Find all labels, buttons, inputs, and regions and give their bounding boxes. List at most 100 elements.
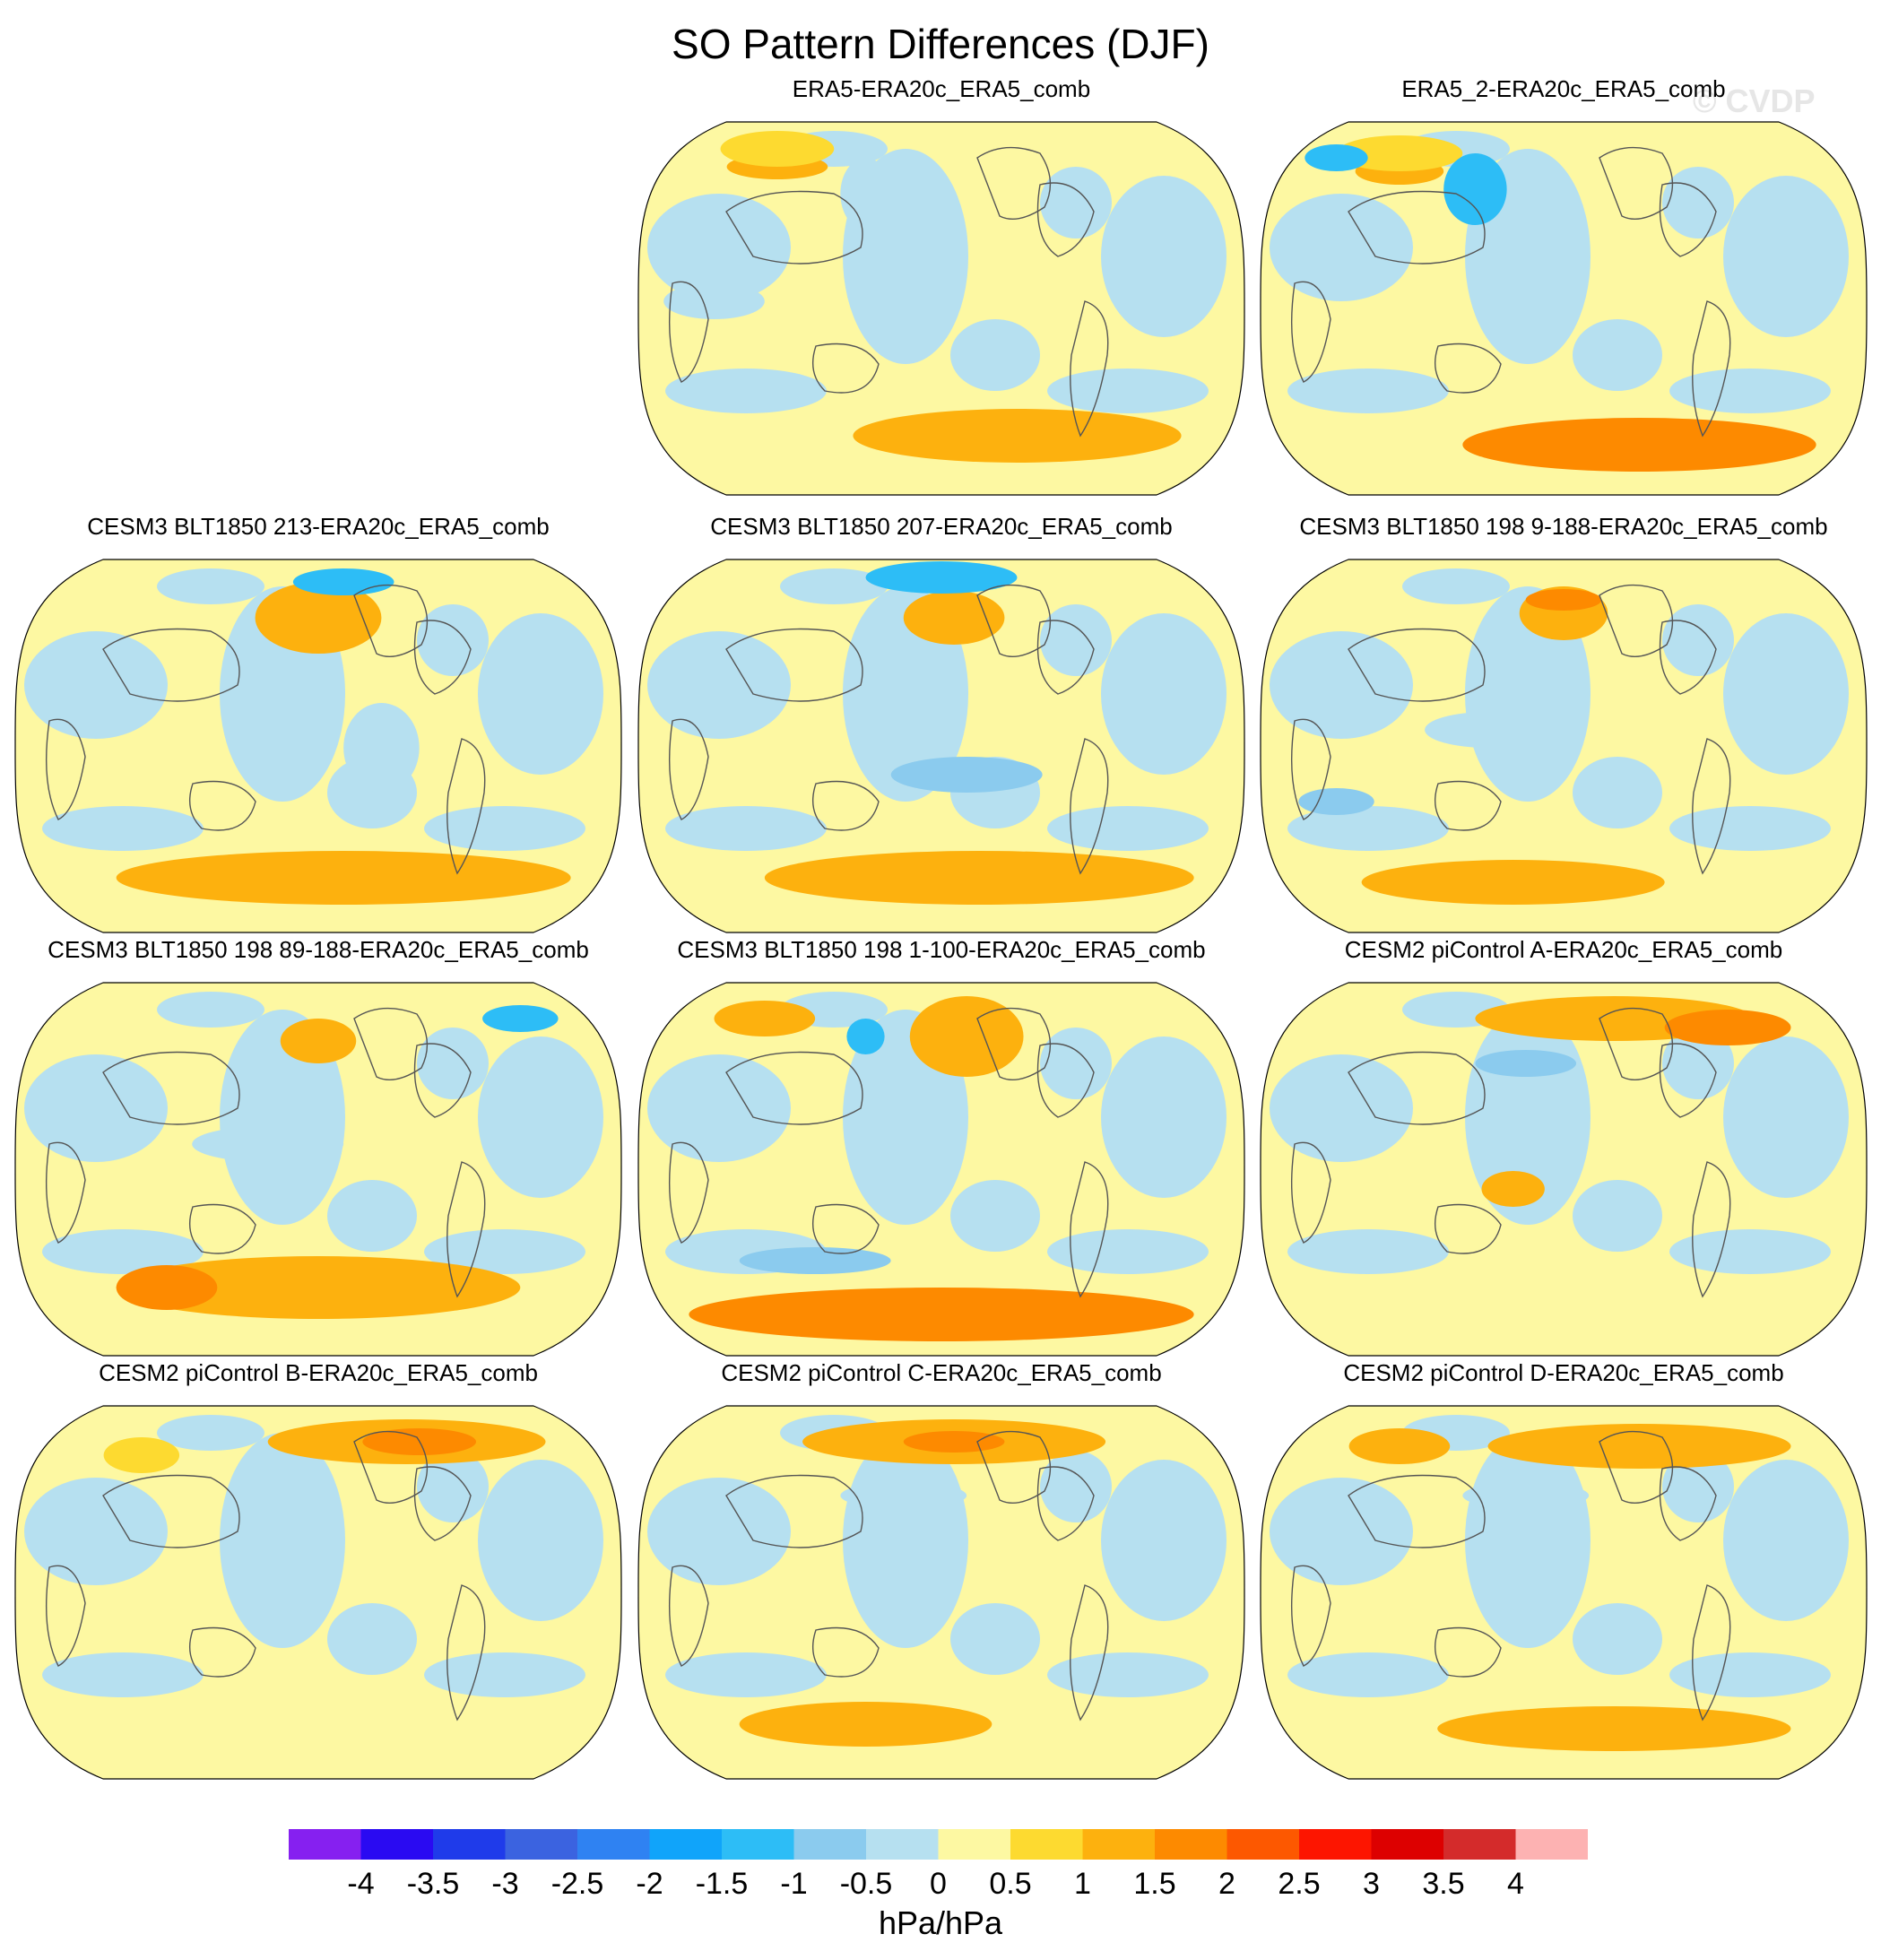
field-contour [950,1603,1040,1675]
colorbar-units: hPa/hPa [878,1904,1003,1941]
coastline [1348,1051,1486,1125]
anomaly-region [714,1001,816,1036]
anomaly-region [192,1126,344,1162]
anomaly-region [1525,589,1602,611]
map-border [1260,559,1868,933]
colorbar-box [1155,1829,1227,1860]
coastline [413,1043,472,1118]
anomaly-region [720,131,835,167]
map-panel [14,1405,622,1780]
map-border [1260,982,1868,1357]
coastline [1435,780,1502,831]
anomaly-region [739,1247,891,1274]
field-contour [1040,167,1112,238]
coastline [725,190,863,265]
map-border [637,982,1245,1357]
anomaly-region [116,851,571,905]
field-contour [417,1028,489,1099]
coastline [353,584,429,657]
coastline [45,1565,86,1667]
anomaly-region [116,1265,218,1310]
coastline [1036,620,1095,695]
field-contour [1662,604,1734,676]
coastline [1036,1466,1095,1541]
coastline [1290,1565,1331,1667]
field-contour [1465,586,1591,802]
field-contour [1047,1652,1209,1697]
colorbar-box [793,1829,866,1860]
field-contour [157,1415,264,1451]
coastline [102,628,240,702]
anomaly-region [689,1288,1194,1341]
coastline [976,1430,1052,1504]
anomaly-region [116,1256,521,1319]
colorbar: -4 -3.5 -3 -2.5 -2 -1.5 -1 -0.5 0 0.5 1 1.5 2 2.5 3 3.5… [289,1829,1588,1901]
coastline [353,1430,429,1504]
anomaly-region [280,1019,357,1063]
coastline [1348,628,1486,702]
colorbar-tick-label: -3.5 [407,1867,460,1901]
field-contour [424,1652,585,1697]
coastline [45,718,86,820]
field-contour [1270,194,1413,301]
colorbar-box [360,1829,433,1860]
colorbar-box [433,1829,506,1860]
field-contour [1723,1460,1849,1621]
map-panel [637,1405,1245,1780]
field-contour [1040,1028,1112,1099]
coastline [189,780,256,831]
field-contour [478,1036,603,1198]
anomaly-region [1298,788,1374,815]
anomaly-region [1305,144,1368,171]
field-contour [1669,369,1831,413]
map-border [637,559,1245,933]
coastline [1692,300,1731,438]
field-contour [157,992,264,1028]
panel-title: CESM2 piControl C-ERA20c_ERA5_comb [721,1359,1162,1386]
watermark: © CVDP [1693,82,1816,119]
field-contour [1101,176,1227,337]
field-contour [24,1054,168,1162]
field-contour [1047,1229,1209,1274]
coastline [1692,1161,1731,1298]
anomaly-region [853,409,1182,463]
coastline [1290,281,1331,383]
field-contour [1047,369,1209,413]
anomaly-region [1487,1424,1791,1469]
field-contour [1573,757,1662,828]
panel-title: ERA5-ERA20c_ERA5_comb [792,75,1091,102]
field-contour [157,568,264,604]
field-contour [42,1652,204,1697]
coastline [1070,738,1109,875]
field-contour [1040,1451,1112,1522]
map-panel [1260,121,1868,496]
map-border [1260,1405,1868,1780]
colorbar-box [289,1829,361,1860]
coastline [1692,1584,1731,1722]
coastline [1348,190,1486,265]
anomaly-region [840,158,891,230]
anomaly-region [292,568,394,595]
map-panel [1260,1405,1868,1780]
field-contour [1047,806,1209,851]
field-contour [1662,167,1734,238]
coastline [1070,300,1109,438]
colorbar-tick-label: 0 [930,1867,947,1901]
anomaly-region [1336,135,1463,171]
colorbar-box [938,1829,1010,1860]
field-contour [1573,1180,1662,1252]
colorbar-box [505,1829,577,1860]
field-contour [647,194,791,301]
colorbar-tick-label: -2.5 [551,1867,604,1901]
anomaly-region [343,703,420,793]
colorbar-tick-label: -2 [636,1867,663,1901]
coastline [446,1161,486,1298]
panel-title: CESM3 BLT1850 198 89-188-ERA20c_ERA5_com… [48,936,589,963]
map-border [1260,121,1868,496]
field-contour [327,1603,417,1675]
field-contour [417,1451,489,1522]
map-border [14,1405,622,1780]
colorbar-box [577,1829,650,1860]
field-contour [478,1460,603,1621]
field-contour [647,1054,791,1162]
